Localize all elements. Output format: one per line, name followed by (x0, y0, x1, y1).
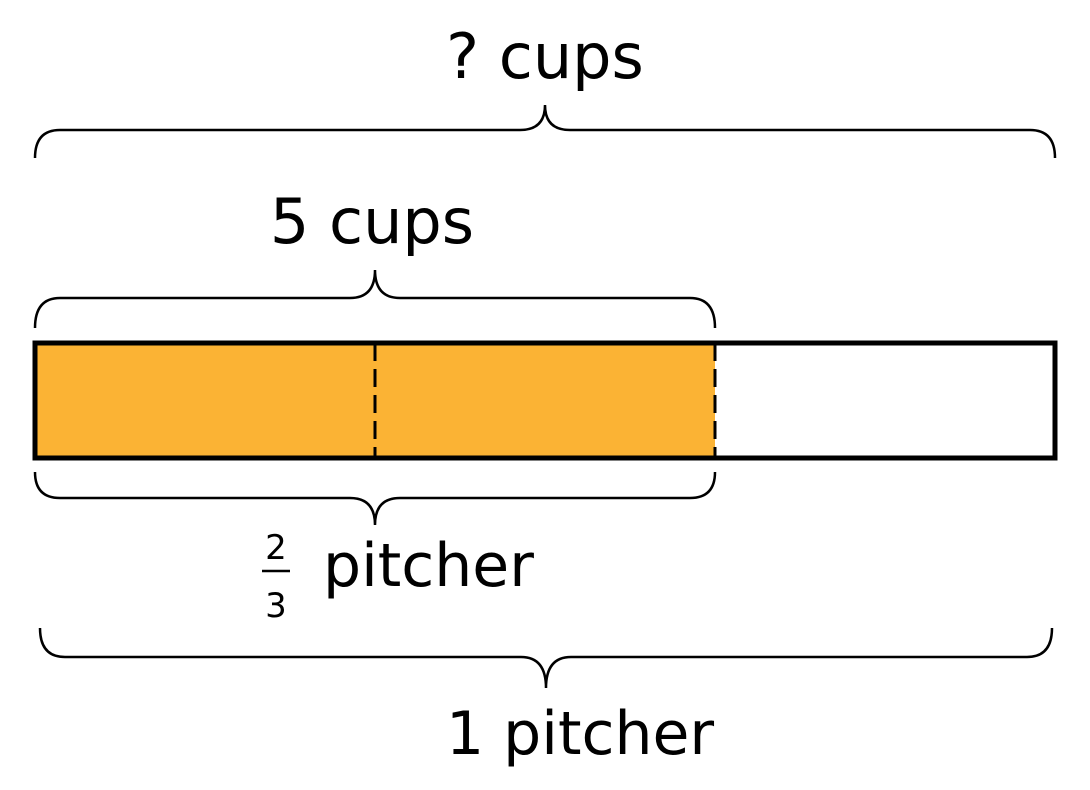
whole-brace (38, 627, 1054, 689)
total-cups-brace (33, 104, 1057, 159)
fraction-numerator: 2 (265, 528, 287, 568)
fraction-label: 2 3 pitcher (262, 528, 534, 626)
fraction-unit: pitcher (323, 531, 534, 601)
fraction-denominator: 3 (265, 586, 287, 626)
tape-bar (32, 340, 1058, 461)
part-cups-label: 5 cups (270, 185, 474, 258)
part-cups-brace (33, 269, 717, 329)
fraction-brace (33, 471, 717, 526)
total-cups-label: ? cups (446, 20, 644, 93)
whole-label: 1 pitcher (446, 699, 714, 769)
tape-outline (32, 340, 1058, 461)
